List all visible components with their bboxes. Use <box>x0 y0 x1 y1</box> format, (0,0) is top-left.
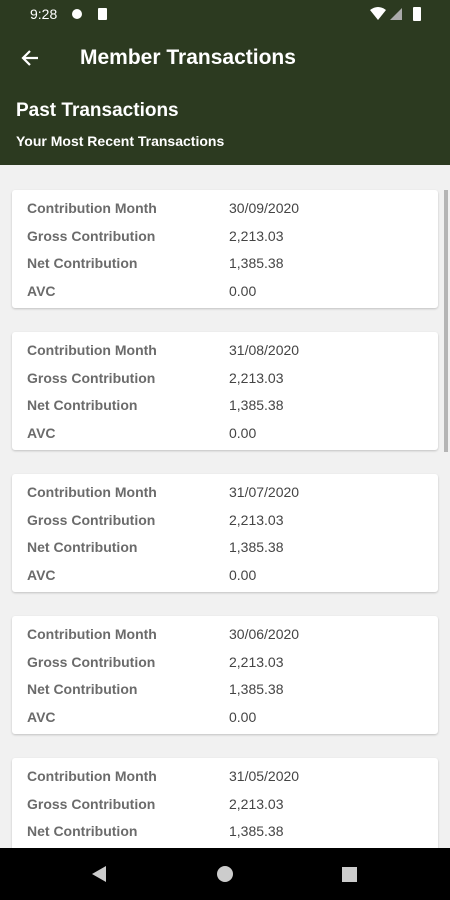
field-value: 2,213.03 <box>229 227 284 244</box>
field-value: 0.00 <box>229 708 257 725</box>
field-label: Gross Contribution <box>27 369 156 386</box>
app-title: Member Transactions <box>80 46 296 69</box>
field-value: 1,385.38 <box>229 681 284 697</box>
field-value: 2,213.03 <box>229 511 284 528</box>
field-value: 30/06/2020 <box>229 626 300 642</box>
header-title: Past Transactions <box>16 100 179 121</box>
transaction-card: Contribution Month 31/08/2020 Gross Contri… <box>12 332 438 450</box>
system-icons <box>370 7 421 21</box>
field-label: Contribution Month <box>27 484 157 500</box>
field-label: Net Contribution <box>27 681 138 697</box>
field-value: 2,213.03 <box>229 369 284 386</box>
field-label: AVC <box>27 566 56 583</box>
field-value: 1,385.38 <box>229 397 284 413</box>
field-label: Gross Contribution <box>27 795 156 812</box>
field-label: Net Contribution <box>27 539 138 555</box>
field-value: 1,385.38 <box>229 823 284 839</box>
field-value: 0.00 <box>229 566 257 583</box>
field-value: 31/08/2020 <box>229 342 300 358</box>
transaction-card: Contribution Month 30/06/2020 Gross Contri… <box>12 616 438 734</box>
status-icons <box>72 8 107 20</box>
header: Past Transactions Your Most Recent Trans… <box>0 88 450 165</box>
field-value: 2,213.03 <box>229 653 284 670</box>
header-subtitle: Your Most Recent Transactions <box>16 133 225 149</box>
app-bar: Member Transactions <box>0 28 450 88</box>
transaction-card: Contribution Month 30/09/2020 Gross Contri… <box>12 190 438 308</box>
time: 9:28 <box>30 6 58 22</box>
nav-buttons <box>92 866 357 882</box>
transaction-list: Contribution Month 30/09/2020 Gross Contri… <box>0 165 450 848</box>
status-bar: 9:28 <box>0 0 450 28</box>
transaction-card: Contribution Month 31/05/2020 Gross Contri… <box>12 758 438 848</box>
field-value: 31/07/2020 <box>229 484 300 500</box>
field-label: Gross Contribution <box>27 511 156 528</box>
field-value: 2,213.03 <box>229 795 284 812</box>
field-label: AVC <box>27 708 56 725</box>
field-label: Gross Contribution <box>27 227 156 244</box>
field-label: Gross Contribution <box>27 653 156 670</box>
nav-bar <box>0 848 450 900</box>
field-label: AVC <box>27 282 56 299</box>
field-label: Net Contribution <box>27 823 138 839</box>
field-value: 31/05/2020 <box>229 768 300 784</box>
field-label: Net Contribution <box>27 255 138 271</box>
field-label: Contribution Month <box>27 626 157 642</box>
field-label: Contribution Month <box>27 342 157 358</box>
back-button[interactable] <box>20 47 42 69</box>
field-label: Contribution Month <box>27 200 157 216</box>
field-label: Contribution Month <box>27 768 157 784</box>
field-value: 30/09/2020 <box>229 200 300 216</box>
field-value: 0.00 <box>229 282 257 299</box>
field-value: 1,385.38 <box>229 539 284 555</box>
transaction-card: Contribution Month 31/07/2020 Gross Contri… <box>12 474 438 592</box>
field-value: 1,385.38 <box>229 255 284 271</box>
field-label: Net Contribution <box>27 397 138 413</box>
field-label: AVC <box>27 424 56 441</box>
field-value: 0.00 <box>229 424 257 441</box>
scrollbar <box>444 190 448 452</box>
